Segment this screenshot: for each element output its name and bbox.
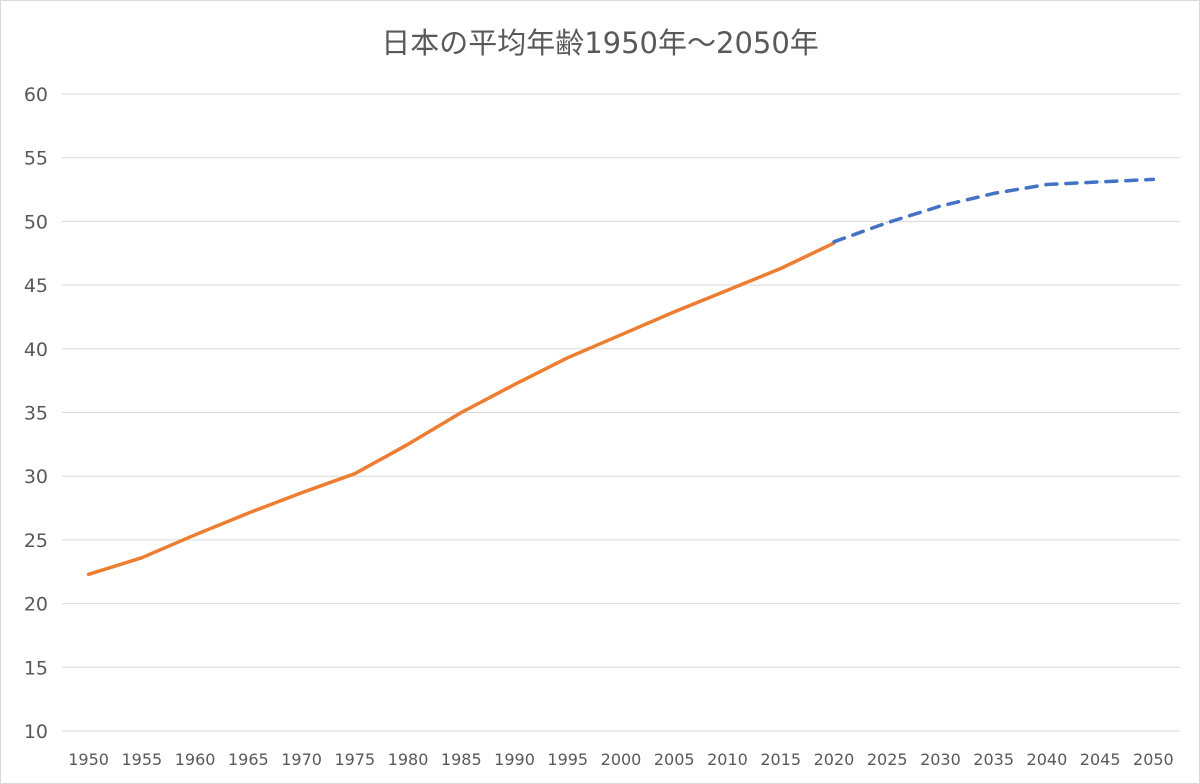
data-point <box>939 205 941 207</box>
x-tick-label: 2040 <box>1027 750 1068 769</box>
series-line-2 <box>832 177 1156 244</box>
x-tick-label: 2005 <box>654 750 695 769</box>
y-tick-label: 60 <box>24 84 48 106</box>
x-tick-label: 2010 <box>707 750 748 769</box>
data-point <box>514 383 516 385</box>
x-tick-label: 2030 <box>920 750 961 769</box>
data-point <box>88 573 90 575</box>
data-point <box>354 473 356 475</box>
x-tick-label: 2025 <box>867 750 908 769</box>
y-tick-label: 55 <box>24 148 48 170</box>
y-tick-label: 10 <box>24 721 48 743</box>
data-point <box>247 512 249 514</box>
y-tick-label: 30 <box>24 466 48 488</box>
data-point <box>780 268 782 270</box>
x-tick-label: 2050 <box>1133 750 1174 769</box>
data-point <box>1152 178 1154 180</box>
y-tick-label: 35 <box>24 403 48 425</box>
x-tick-label: 1995 <box>547 750 588 769</box>
x-tick-label: 1980 <box>388 750 429 769</box>
y-tick-label: 40 <box>24 339 48 361</box>
data-point <box>460 412 462 413</box>
data-point <box>407 443 409 445</box>
y-tick-label: 25 <box>24 530 48 552</box>
data-point <box>993 192 995 194</box>
data-point <box>301 492 303 494</box>
x-tick-label: 1965 <box>228 750 269 769</box>
x-tick-label: 2000 <box>601 750 642 769</box>
x-tick-label: 1990 <box>494 750 535 769</box>
series-lines <box>86 177 1156 577</box>
x-tick-label: 1975 <box>334 750 375 769</box>
x-tick-label: 2035 <box>973 750 1014 769</box>
data-point <box>886 222 888 224</box>
data-point <box>833 241 835 243</box>
data-point <box>1046 183 1048 185</box>
y-axis-ticks: 10 15 20 25 30 35 40 45 50 55 60 <box>24 84 48 743</box>
x-tick-label: 1950 <box>68 750 109 769</box>
data-point <box>620 334 622 336</box>
data-point <box>673 311 675 313</box>
data-point <box>1099 181 1101 183</box>
gridlines <box>62 93 1180 732</box>
x-axis-ticks: 1950 1955 1960 1965 1970 1975 1980 1985 1990 1995… <box>68 750 1173 769</box>
series-line-1 <box>86 241 836 577</box>
chart-title: 日本の平均年齢1950年～2050年 <box>381 26 819 60</box>
x-tick-label: 1955 <box>121 750 162 769</box>
y-tick-label: 50 <box>24 211 48 233</box>
x-tick-label: 2015 <box>760 750 801 769</box>
y-tick-label: 20 <box>24 594 48 616</box>
x-tick-label: 1985 <box>441 750 482 769</box>
y-tick-label: 45 <box>24 275 48 297</box>
data-point <box>726 289 728 291</box>
x-tick-label: 2045 <box>1080 750 1121 769</box>
x-tick-label: 1970 <box>281 750 322 769</box>
data-point <box>567 357 569 359</box>
x-tick-label: 2020 <box>814 750 855 769</box>
data-point <box>194 534 196 536</box>
y-tick-label: 15 <box>24 657 48 679</box>
x-tick-label: 1960 <box>175 750 216 769</box>
data-point <box>141 557 143 559</box>
